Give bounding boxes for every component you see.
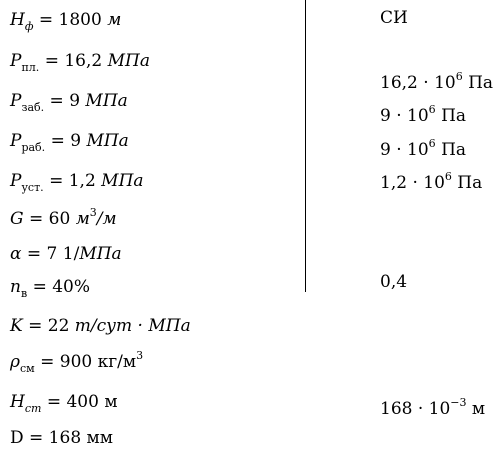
- column-divider: [305, 0, 306, 292]
- si-p-rab: 9 · 106 Па: [380, 137, 467, 160]
- param-alpha: α = 7 1/МПа: [10, 244, 122, 264]
- si-p-pl: 16,2 · 106 Па: [380, 70, 494, 93]
- param-g: G = 60 м3/м: [10, 206, 117, 229]
- param-p-ust: Pуст. = 1,2 МПа: [10, 171, 144, 194]
- param-rho: ρсм = 900 кг/м3: [10, 349, 144, 375]
- si-p-zab: 9 · 106 Па: [380, 103, 467, 126]
- param-h-f: Hф = 1800 м: [10, 10, 122, 33]
- si-header: СИ: [380, 8, 408, 28]
- param-n-v: nв = 40%: [10, 277, 90, 300]
- param-k: K = 22 т/сут · МПа: [10, 316, 191, 336]
- param-p-pl: Pпл. = 16,2 МПа: [10, 51, 150, 74]
- param-h-st: Hст = 400 м: [10, 392, 118, 415]
- si-n-v: 0,4: [380, 272, 408, 292]
- param-d: D = 168 мм: [10, 428, 113, 448]
- si-p-ust: 1,2 · 106 Па: [380, 170, 483, 193]
- si-h-st: 168 · 10−3 м: [380, 396, 486, 419]
- param-p-rab: Pраб. = 9 МПа: [10, 131, 129, 154]
- param-p-zab: Pзаб. = 9 МПа: [10, 91, 128, 114]
